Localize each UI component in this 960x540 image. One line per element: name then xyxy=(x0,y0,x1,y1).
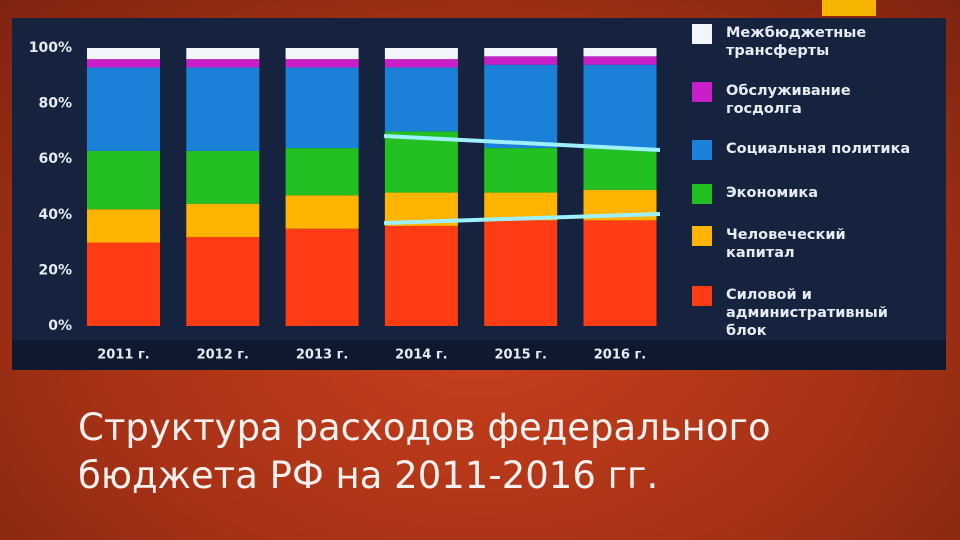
legend-label: Межбюджетные трансферты xyxy=(726,25,867,59)
bar-segment xyxy=(186,59,260,68)
legend-item: Социальная политика xyxy=(692,140,942,160)
bar-segment xyxy=(186,203,260,238)
bar-segment xyxy=(384,131,458,193)
bar-segment xyxy=(384,225,458,326)
bar-segment xyxy=(87,150,160,210)
y-tick-label: 40% xyxy=(38,207,72,223)
legend-item: Экономика xyxy=(692,184,942,204)
trend-line xyxy=(383,212,661,225)
bar-segment xyxy=(484,220,558,326)
y-tick-label: 80% xyxy=(38,96,72,112)
legend-swatch xyxy=(692,226,712,246)
bar-segment xyxy=(285,148,359,196)
x-tick-label: 2012 г. xyxy=(197,348,249,363)
bar-segment xyxy=(484,64,558,149)
bar-segment xyxy=(384,59,458,68)
legend-label: Обслуживание госдолга xyxy=(726,83,851,117)
bar-segment xyxy=(384,48,458,60)
bar-segment xyxy=(484,148,558,193)
bar-segment xyxy=(484,48,558,57)
chart-panel xyxy=(12,18,946,370)
legend-item: Силовой и административный блок xyxy=(692,286,942,340)
y-tick-label: 20% xyxy=(38,262,72,278)
legend-label: Социальная политика xyxy=(726,141,911,157)
bar-segment xyxy=(583,220,657,326)
legend-swatch xyxy=(692,184,712,204)
bar-segment xyxy=(87,48,160,60)
bar-segment xyxy=(186,67,260,151)
x-tick-label: 2011 г. xyxy=(97,348,149,363)
legend-swatch xyxy=(692,24,712,44)
bar-segment xyxy=(583,56,657,65)
bar-segment xyxy=(186,150,260,204)
bar-segment xyxy=(583,148,657,190)
legend-label: Человеческий капитал xyxy=(726,227,846,261)
bar-segment xyxy=(285,67,359,149)
x-tick-label: 2016 г. xyxy=(594,348,646,363)
legend-item: Человеческий капитал xyxy=(692,226,942,262)
y-tick-label: 0% xyxy=(48,318,72,334)
bar-segment xyxy=(583,64,657,149)
bar-segment xyxy=(186,237,260,326)
legend-swatch xyxy=(692,286,712,306)
legend-label: Силовой и административный блок xyxy=(726,287,888,339)
bar-segment xyxy=(87,67,160,151)
trend-line xyxy=(383,134,661,152)
bar-segment xyxy=(285,228,359,326)
x-tick-label: 2015 г. xyxy=(494,348,546,363)
bar-segment xyxy=(384,67,458,132)
bar-segment xyxy=(87,209,160,243)
bar-segment xyxy=(186,48,260,60)
x-axis-band xyxy=(12,340,946,370)
x-tick-label: 2014 г. xyxy=(395,348,447,363)
legend-label: Экономика xyxy=(726,185,819,201)
accent xyxy=(822,0,876,16)
bar-segment xyxy=(87,242,160,326)
bar-segment xyxy=(484,192,558,221)
bar-segment xyxy=(583,48,657,57)
bar-segment xyxy=(87,59,160,68)
legend-item: Межбюджетные трансферты xyxy=(692,24,942,60)
bar-segment xyxy=(484,56,558,65)
bar-segment xyxy=(285,59,359,68)
bar-segment xyxy=(285,195,359,229)
legend-swatch xyxy=(692,82,712,102)
legend-swatch xyxy=(692,140,712,160)
chart-title: Структура расходов федерального бюджета … xyxy=(78,406,771,497)
x-tick-label: 2013 г. xyxy=(296,348,348,363)
bar-segment xyxy=(285,48,359,60)
legend-item: Обслуживание госдолга xyxy=(692,82,942,118)
y-tick-label: 100% xyxy=(29,40,72,56)
y-tick-label: 60% xyxy=(38,151,72,167)
